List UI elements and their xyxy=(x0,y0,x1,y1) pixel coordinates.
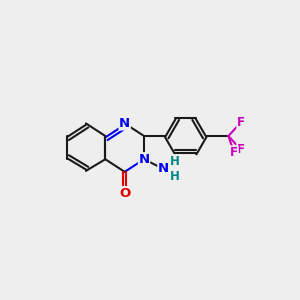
Text: O: O xyxy=(119,187,130,200)
Text: H: H xyxy=(170,170,180,183)
Text: N: N xyxy=(119,117,130,130)
Text: N: N xyxy=(139,153,150,166)
Text: N: N xyxy=(158,162,169,176)
Text: F: F xyxy=(237,143,245,156)
Text: F: F xyxy=(237,116,245,129)
Text: H: H xyxy=(170,155,180,168)
Text: F: F xyxy=(230,146,238,159)
